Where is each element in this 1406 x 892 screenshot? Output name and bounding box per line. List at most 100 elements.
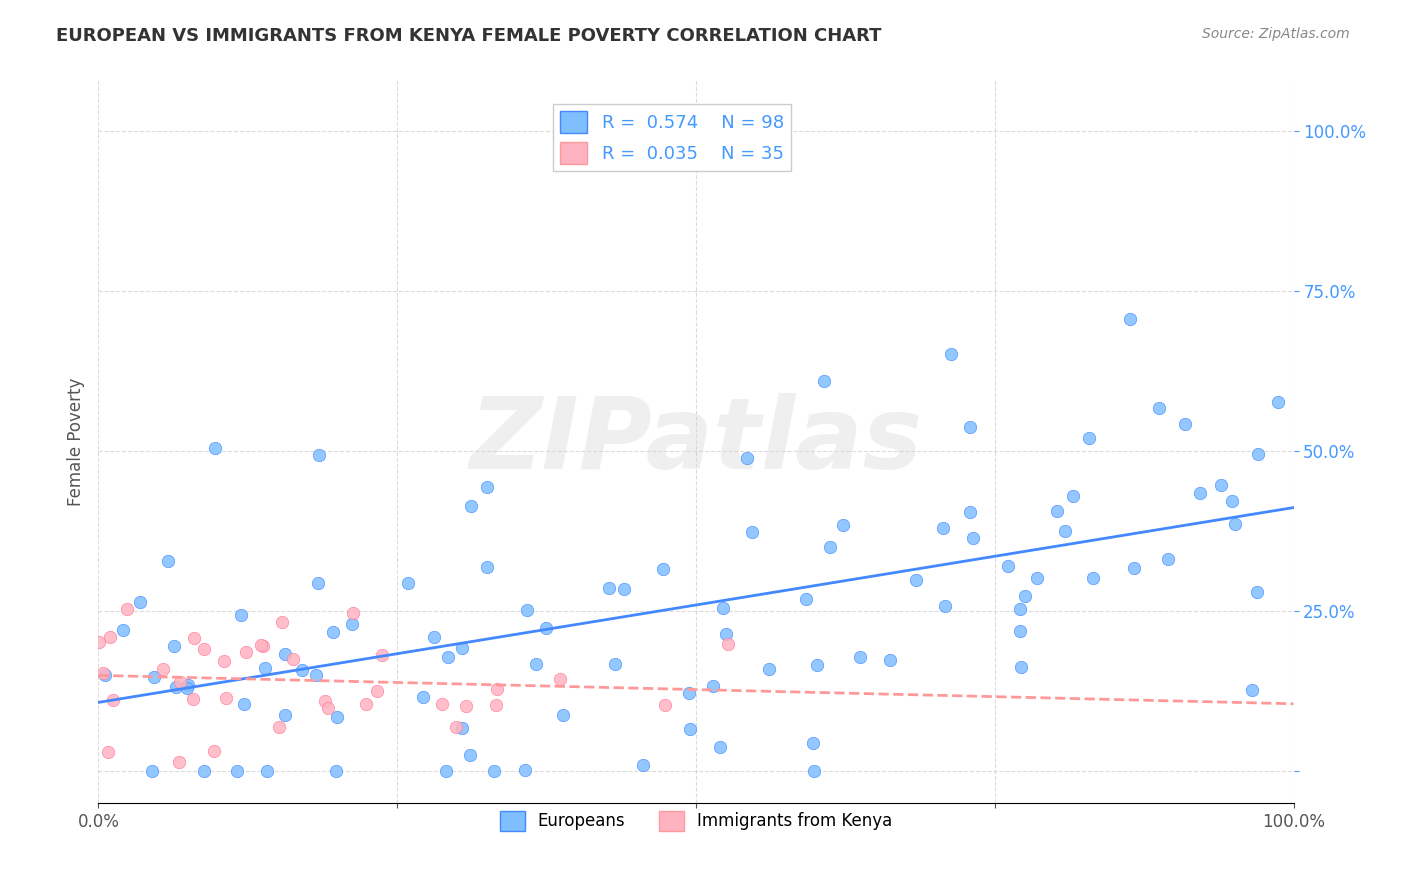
Point <box>603 657 626 671</box>
Point <box>193 764 215 778</box>
Point <box>939 346 962 360</box>
Point <box>1046 503 1069 517</box>
Point <box>326 709 349 723</box>
Point <box>163 639 186 653</box>
Point <box>231 607 253 622</box>
Point <box>959 419 981 434</box>
Point <box>959 505 981 519</box>
Point <box>430 698 453 712</box>
Point <box>325 764 347 778</box>
Point <box>1014 589 1036 603</box>
Point <box>1147 401 1170 415</box>
Point <box>316 701 339 715</box>
Point <box>613 582 636 596</box>
Point <box>1010 602 1032 616</box>
Point <box>254 661 277 675</box>
Point <box>1174 417 1197 432</box>
Point <box>354 698 377 712</box>
Point <box>249 638 271 652</box>
Point <box>598 581 620 595</box>
Point <box>516 603 538 617</box>
Point <box>202 743 225 757</box>
Point <box>678 685 700 699</box>
Point <box>524 657 547 671</box>
Point <box>305 668 328 682</box>
Point <box>717 637 740 651</box>
Point <box>813 374 835 388</box>
Point <box>1157 552 1180 566</box>
Point <box>1062 489 1084 503</box>
Point <box>1025 571 1047 585</box>
Point <box>423 630 446 644</box>
Point <box>475 560 498 574</box>
Point <box>101 693 124 707</box>
Point <box>534 621 557 635</box>
Point <box>94 667 117 681</box>
Legend: Europeans, Immigrants from Kenya: Europeans, Immigrants from Kenya <box>494 805 898 838</box>
Point <box>1246 446 1268 460</box>
Point <box>801 736 824 750</box>
Point <box>252 639 274 653</box>
Point <box>1053 524 1076 538</box>
Point <box>735 450 758 465</box>
Point <box>806 657 828 672</box>
Point <box>551 708 574 723</box>
Text: Source: ZipAtlas.com: Source: ZipAtlas.com <box>1202 27 1350 41</box>
Point <box>711 601 734 615</box>
Point <box>342 606 364 620</box>
Point <box>204 442 226 456</box>
Point <box>396 576 419 591</box>
Point <box>997 559 1019 574</box>
Point <box>128 595 150 609</box>
Point <box>436 764 458 778</box>
Point <box>460 499 482 513</box>
Point <box>879 653 901 667</box>
Point <box>548 673 571 687</box>
Point <box>709 740 731 755</box>
Point <box>340 616 363 631</box>
Point <box>98 630 121 644</box>
Point <box>702 679 724 693</box>
Point <box>167 756 190 770</box>
Point <box>456 699 478 714</box>
Point <box>513 764 536 778</box>
Y-axis label: Female Poverty: Female Poverty <box>66 377 84 506</box>
Point <box>274 648 297 662</box>
Point <box>1008 624 1031 638</box>
Point <box>796 592 818 607</box>
Point <box>758 662 780 676</box>
Point <box>152 662 174 676</box>
Point <box>156 554 179 568</box>
Point <box>654 698 676 713</box>
Point <box>962 531 984 545</box>
Point <box>1077 431 1099 445</box>
Point <box>115 602 138 616</box>
Point <box>233 697 256 711</box>
Point <box>193 642 215 657</box>
Point <box>651 562 673 576</box>
Point <box>1222 494 1244 508</box>
Point <box>212 654 235 668</box>
Point <box>141 764 163 778</box>
Point <box>444 720 467 734</box>
Point <box>485 681 508 696</box>
Point <box>849 650 872 665</box>
Point <box>1122 561 1144 575</box>
Point <box>91 665 114 680</box>
Point <box>111 623 134 637</box>
Point <box>451 641 474 656</box>
Point <box>818 540 841 554</box>
Point <box>832 518 855 533</box>
Point <box>176 678 198 692</box>
Point <box>1083 571 1105 585</box>
Point <box>370 648 392 662</box>
Point <box>1189 485 1212 500</box>
Point <box>183 631 205 645</box>
Point <box>281 652 304 666</box>
Point <box>485 698 508 713</box>
Point <box>679 722 702 736</box>
Point <box>1010 660 1032 674</box>
Point <box>436 650 458 665</box>
Point <box>477 480 499 494</box>
Point <box>1241 682 1264 697</box>
